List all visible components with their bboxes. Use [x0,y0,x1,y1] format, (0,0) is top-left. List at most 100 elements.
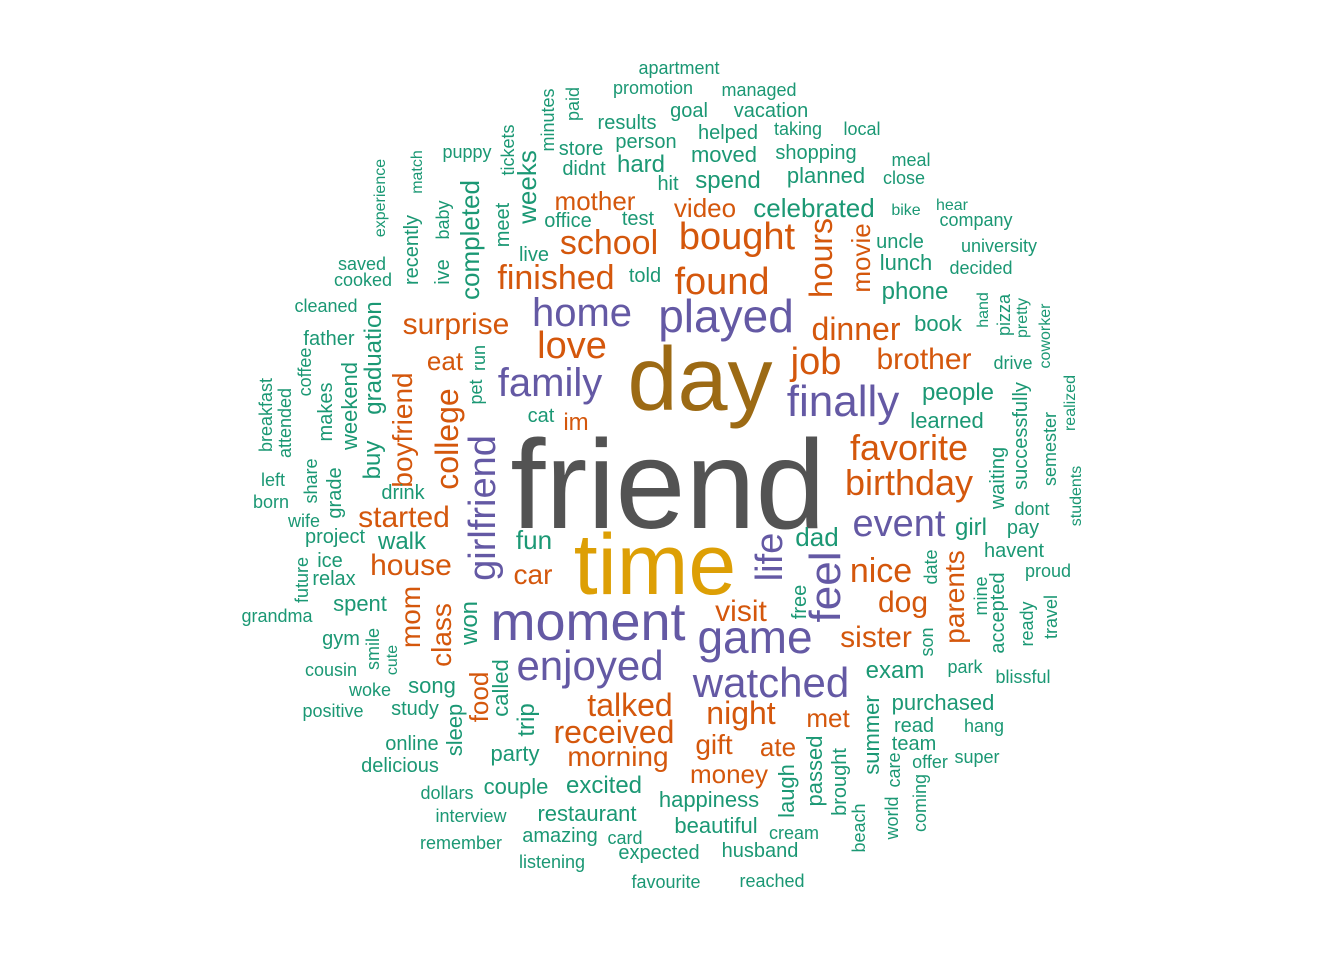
word-visit: visit [715,595,767,628]
word-remember: remember [419,833,503,853]
word-talked: talked [587,687,673,723]
word-coffee: coffee [295,347,315,397]
word-read: read [893,715,935,737]
word-birthday: birthday [844,462,974,503]
word-completed: completed [455,180,485,300]
word-finished: finished [497,259,615,297]
word-moved: moved [690,142,758,167]
word-apartment: apartment [638,58,720,78]
word-pretty: pretty [1014,297,1031,339]
word-song: song [408,673,456,698]
word-college: college [429,388,465,490]
word-hang: hang [963,716,1005,736]
word-vacation: vacation [733,100,809,122]
word-shopping: shopping [775,142,857,164]
word-happiness: happiness [658,787,760,812]
word-university: university [960,236,1038,256]
word-bike: bike [891,202,921,219]
word-share: share [301,458,321,504]
word-run: run [469,344,489,372]
word-reached: reached [739,871,805,891]
word-office: office [544,210,592,232]
word-attended: attended [275,387,295,459]
word-night: night [706,695,776,731]
word-received: received [553,714,675,750]
word-results: results [597,112,657,134]
word-sleep: sleep [442,703,467,757]
word-gym: gym [322,628,360,650]
word-baby: baby [433,200,453,240]
word-amazing: amazing [522,825,598,847]
word-project: project [304,526,366,548]
word-told: told [628,265,662,287]
word-exam: exam [865,657,925,684]
word-brought: brought [829,748,851,816]
word-mom: mom [395,585,426,649]
word-mine: mine [971,576,991,616]
word-hard: hard [616,151,666,178]
word-cousin: cousin [304,660,358,680]
word-local: local [843,119,881,139]
word-uncle: uncle [876,231,924,253]
word-boyfriend: boyfriend [387,372,418,488]
word-meet: meet [492,202,514,248]
word-makes: makes [315,382,337,442]
word-hand: hand [975,292,992,328]
word-day: day [627,330,773,430]
word-taking: taking [773,119,823,139]
word-money: money [689,759,769,789]
word-started: started [358,501,450,534]
word-study: study [391,698,439,720]
word-planned: planned [786,163,866,188]
word-woke: woke [348,680,392,700]
word-buy: buy [359,440,386,480]
word-hit: hit [657,173,679,195]
word-morning: morning [567,741,669,772]
word-born: born [252,492,290,512]
word-parents: parents [939,550,970,644]
word-lunch: lunch [879,250,933,275]
word-called: called [488,659,513,717]
word-im: im [563,409,589,436]
word-friend: friend [510,414,826,555]
word-hours: hours [803,217,839,299]
word-spent: spent [333,591,387,616]
word-event: event [852,503,946,545]
word-helped: helped [697,122,759,144]
word-spend: spend [695,167,761,194]
word-travel: travel [1041,594,1061,640]
word-expected: expected [618,842,700,864]
word-girlfriend: girlfriend [462,435,504,581]
word-park: park [947,657,983,677]
word-interview: interview [435,806,507,826]
word-successfully: successfully [1010,382,1032,490]
word-didnt: didnt [562,158,606,180]
word-party: party [490,741,540,766]
word-car: car [513,559,553,590]
word-class: class [426,603,457,667]
word-celebrated: celebrated [753,193,875,223]
word-person: person [615,131,677,153]
word-dollars: dollars [420,783,474,803]
word-match: match [409,150,426,194]
word-cat: cat [527,405,555,427]
word-care: care [884,752,904,788]
word-phone: phone [881,278,949,305]
word-meal: meal [891,150,931,170]
word-breakfast: breakfast [256,377,276,453]
word-won: won [456,600,483,646]
word-saved: saved [337,254,387,274]
word-graduation: graduation [360,301,387,415]
word-met: met [806,703,850,733]
word-semester: semester [1040,411,1060,487]
word-finally: finally [786,377,900,426]
word-team: team [891,733,937,755]
word-found: found [674,261,770,303]
word-dont: dont [1014,499,1050,519]
word-grade: grade [324,467,346,519]
word-job: job [790,341,842,383]
word-watched: watched [692,659,850,706]
word-free: free [789,584,811,620]
word-hear: hear [935,197,969,214]
